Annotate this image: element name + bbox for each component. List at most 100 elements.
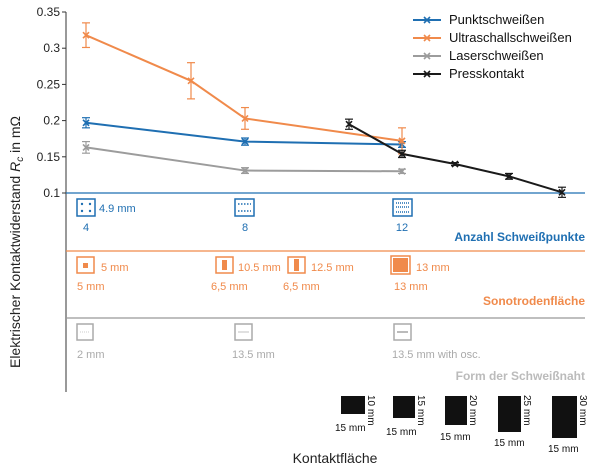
legend-item: Presskontakt <box>413 66 525 81</box>
press-width-label: 15 mm <box>335 423 366 434</box>
sonotrode-item-3: 12.5 mm 6,5 mm <box>283 256 354 293</box>
press-height-label: 25 mm <box>521 395 532 426</box>
sonotrode-icon <box>287 256 306 274</box>
sonotrode-icon <box>390 255 411 275</box>
press-item-1: 15 mm 10 mm <box>335 395 376 434</box>
press-width-label: 15 mm <box>494 438 525 449</box>
legend: Punktschweißen Ultraschallschweißen Lasers… <box>413 12 572 81</box>
spot-count-label: 8 <box>242 222 248 234</box>
press-contact-icon <box>498 396 521 432</box>
legend-label: Presskontakt <box>449 66 525 81</box>
press-contact-icon <box>552 396 577 438</box>
seam-size-label: 2 mm <box>77 349 105 361</box>
data-point <box>241 166 249 175</box>
press-height-label: 20 mm <box>467 395 478 426</box>
series-3 <box>345 118 566 198</box>
press-width-label: 15 mm <box>440 432 471 443</box>
sonotrode-width-label: 10.5 mm <box>238 262 281 274</box>
seam-item-1: 2 mm <box>76 323 105 361</box>
seam-size-label: 13.5 mm with osc. <box>392 349 481 361</box>
seam-item-3: 13.5 mm with osc. <box>392 323 481 361</box>
sonotrode-band-title: Sonotrodenfläche <box>483 294 585 308</box>
y-axis-label: Elektrischer Kontaktwiderstand Rc in mΩ <box>7 116 26 368</box>
axes: 0.35 0.3 0.25 0.2 0.15 0.1 Elektrischer Konta… <box>7 5 378 466</box>
sonotrode-item-1: 5 mm 5 mm <box>76 256 129 293</box>
series-1 <box>82 22 406 155</box>
legend-label: Punktschweißen <box>449 12 544 27</box>
press-width-label: 15 mm <box>548 444 579 455</box>
press-item-3: 15 mm 20 mm <box>440 395 478 443</box>
legend-item: Punktschweißen <box>413 12 544 27</box>
press-item-2: 15 mm 15 mm <box>386 395 426 438</box>
press-height-label: 10 mm <box>365 395 376 426</box>
press-height-label: 15 mm <box>415 395 426 426</box>
spot-band-title: Anzahl Schweißpunkte <box>454 230 585 244</box>
data-point <box>82 143 90 151</box>
spot-size-label: 4.9 mm <box>99 203 136 215</box>
legend-label: Ultraschallschweißen <box>449 30 572 45</box>
sonotrode-height-label: 13 mm <box>394 281 428 293</box>
data-point <box>558 188 566 196</box>
data-point <box>187 77 195 85</box>
sonotrode-item-4: 13 mm 13 mm <box>390 255 450 293</box>
y-tick-label: 0.25 <box>37 77 61 91</box>
data-point <box>505 172 513 180</box>
spot-icon <box>76 198 96 217</box>
spot-item-3: 12 <box>392 198 413 234</box>
seam-band: 2 mm 13.5 mm 13.5 mm with osc. Form der … <box>76 323 585 383</box>
sonotrode-width-label: 13 mm <box>416 262 450 274</box>
press-height-label: 30 mm <box>577 395 588 426</box>
seam-icon <box>76 323 94 341</box>
legend-item: Laserschweißen <box>413 48 544 63</box>
data-point <box>82 119 90 127</box>
data-point <box>241 114 249 122</box>
legend-item: Ultraschallschweißen <box>413 30 572 45</box>
press-band: 15 mm 10 mm 15 mm 15 mm 15 mm 20 mm 15 m… <box>335 395 588 455</box>
data-point <box>241 138 249 146</box>
series-line <box>85 34 403 142</box>
spot-count-label: 12 <box>396 222 408 234</box>
legend-label: Laserschweißen <box>449 48 544 63</box>
data-point <box>451 160 459 168</box>
sonotrode-width-label: 5 mm <box>101 262 129 274</box>
sonotrode-band: 5 mm 5 mm 10.5 mm 6,5 mm 12.5 mm 6,5 mm … <box>76 255 585 308</box>
series-layer <box>82 22 566 198</box>
sonotrode-icon <box>215 256 234 274</box>
seam-band-title: Form der Schweißnaht <box>456 369 585 383</box>
press-contact-icon <box>445 396 467 425</box>
x-axis-label: Kontaktfläche <box>293 450 378 466</box>
data-point <box>398 150 406 158</box>
sonotrode-item-2: 10.5 mm 6,5 mm <box>211 256 281 293</box>
sonotrode-height-label: 6,5 mm <box>283 281 320 293</box>
series-line <box>348 123 563 194</box>
data-point <box>398 167 406 175</box>
data-point <box>82 31 90 39</box>
data-point <box>398 137 406 145</box>
press-item-4: 15 mm 25 mm <box>494 395 532 449</box>
press-width-label: 15 mm <box>386 427 417 438</box>
seam-icon <box>234 323 253 341</box>
y-tick-label: 0.3 <box>43 41 60 55</box>
spot-icon <box>392 198 413 217</box>
series-0 <box>82 117 406 149</box>
spot-item-1: 4.9 mm 4 <box>76 198 136 234</box>
y-tick-label: 0.1 <box>43 186 60 200</box>
press-item-5: 15 mm 30 mm <box>548 395 588 455</box>
spot-item-2: 8 <box>234 198 255 234</box>
data-point <box>345 120 353 128</box>
spot-band: 4.9 mm 4 8 12 Anzahl Schweißpunkte <box>76 198 585 244</box>
press-contact-icon <box>393 396 415 418</box>
press-contact-icon <box>341 396 365 414</box>
seam-item-2: 13.5 mm <box>232 323 275 361</box>
sonotrode-icon <box>76 256 95 274</box>
seam-icon <box>393 323 412 341</box>
sonotrode-height-label: 5 mm <box>77 281 105 293</box>
y-ticks: 0.35 0.3 0.25 0.2 0.15 0.1 <box>37 5 66 200</box>
seam-size-label: 13.5 mm <box>232 349 275 361</box>
spot-icon <box>234 198 255 217</box>
spot-count-label: 4 <box>83 222 89 234</box>
y-tick-label: 0.35 <box>37 5 61 19</box>
sonotrode-width-label: 12.5 mm <box>311 262 354 274</box>
sonotrode-height-label: 6,5 mm <box>211 281 248 293</box>
